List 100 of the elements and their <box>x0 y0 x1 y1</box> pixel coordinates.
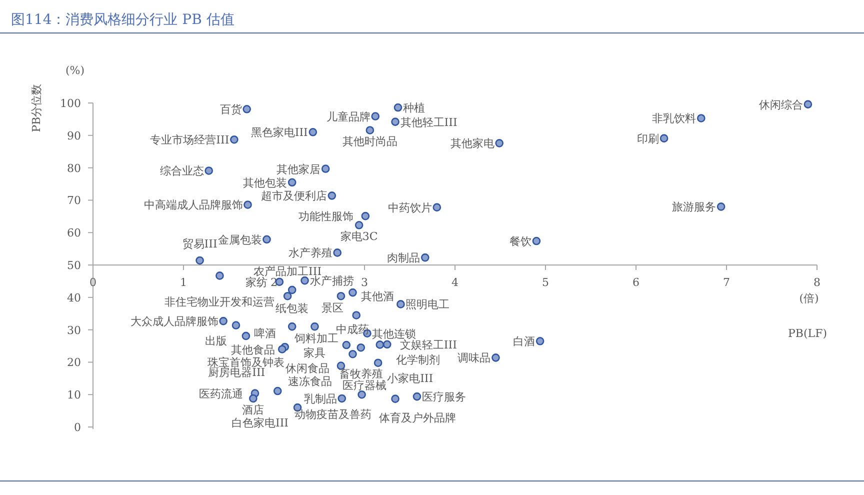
point <box>492 354 500 362</box>
point <box>278 345 286 354</box>
annotation: 动物疫苗及兽药 <box>294 408 372 422</box>
x-tick-label: 3 <box>361 276 368 289</box>
point <box>333 248 342 257</box>
x-tick-label: 7 <box>723 276 730 289</box>
annotation: 旅游服务 <box>672 200 716 214</box>
point <box>432 203 442 212</box>
annotation: 其他家居 <box>276 162 321 176</box>
point <box>338 394 346 403</box>
point <box>232 321 240 330</box>
y-tick-label: 90 <box>67 129 81 142</box>
annotation: 餐饮 <box>509 235 532 248</box>
x-tick-label: 0 <box>90 276 96 289</box>
y-tick-label: 60 <box>67 226 81 240</box>
point <box>244 200 252 209</box>
point <box>321 164 330 173</box>
point <box>262 235 271 244</box>
annotation: 其他包装 <box>243 176 288 190</box>
annotation: 畜牧养殖 <box>338 368 383 381</box>
y-tick-label: 50 <box>67 259 81 272</box>
annotation: 超市及便利店 <box>260 190 327 203</box>
point <box>288 178 296 187</box>
annotation: 金属包装 <box>218 233 262 246</box>
point <box>288 322 296 331</box>
x-tick-label: 6 <box>632 276 640 289</box>
annotation: 种植 <box>402 102 425 115</box>
annotation: 非住宅物业开发和运营 <box>164 296 275 309</box>
point <box>660 134 668 142</box>
annotation: (倍) <box>799 292 819 305</box>
annotation: 休闲食品 <box>285 362 330 376</box>
point <box>352 311 361 320</box>
point <box>396 300 405 308</box>
y-tick-label: 80 <box>67 162 81 175</box>
annotation: 纸包装 <box>276 302 309 315</box>
y-tick-label: 30 <box>67 324 81 337</box>
annotation: 饲料加工 <box>293 332 338 346</box>
annotation: 水产养殖 <box>288 246 332 260</box>
annotation: 黑色家电III <box>250 126 308 140</box>
point <box>273 386 282 396</box>
annotation: 医疗器械 <box>342 378 386 392</box>
annotation: 其他酒 <box>360 290 394 304</box>
annotation: 照明电工 <box>406 298 450 312</box>
annotation: 出版 <box>204 334 227 348</box>
annotation: 其他食品 <box>231 344 276 357</box>
annotation: 专业市场经营III <box>150 134 230 147</box>
annotation: 医疗服务 <box>422 390 466 404</box>
point <box>356 343 366 352</box>
annotation: 酒店 <box>242 403 264 416</box>
point <box>230 135 238 144</box>
point <box>697 114 706 122</box>
annotation: 功能性服饰 <box>298 210 354 224</box>
annotation: 贸易III <box>182 237 218 250</box>
x-tick-label: 2 <box>270 276 278 289</box>
annotation: 速冻食品 <box>288 374 332 388</box>
annotation: 乳制品 <box>304 392 337 406</box>
annotation: 小家电III <box>387 372 434 385</box>
annotation: 其他时尚品 <box>342 135 398 148</box>
annotation: 家具 <box>304 346 326 360</box>
point <box>532 236 541 246</box>
point <box>219 316 228 326</box>
point <box>216 272 224 280</box>
y-tick-label: 10 <box>67 388 81 402</box>
point <box>376 340 384 349</box>
point <box>336 292 346 300</box>
point <box>342 340 351 350</box>
annotation: 休闲综合 <box>758 98 803 112</box>
annotation: 百货 <box>220 103 242 116</box>
point <box>283 292 292 300</box>
point <box>412 392 422 401</box>
point <box>391 394 400 403</box>
point <box>804 100 812 108</box>
point <box>328 192 336 200</box>
annotation: 文娱轻工III <box>400 338 457 352</box>
annotation: 中成药 <box>336 323 370 336</box>
point <box>242 332 250 340</box>
annotation: 调味品 <box>458 352 491 365</box>
annotation: 医药流通 <box>198 387 243 400</box>
point <box>361 212 370 220</box>
y-tick-label: 100 <box>60 97 81 110</box>
y-tick-label: 40 <box>67 291 81 304</box>
annotation: 肉制品 <box>387 252 420 265</box>
y-tick-label: 20 <box>67 356 81 370</box>
point <box>358 390 366 399</box>
point <box>310 322 319 331</box>
annotation: 啤酒 <box>254 326 276 340</box>
y-tick-label: 70 <box>67 194 81 208</box>
x-tick-label: 5 <box>542 276 549 289</box>
y-tick-label: 0 <box>74 421 81 434</box>
annotation: 其他轻工III <box>400 116 458 129</box>
point <box>394 103 402 112</box>
annotation: 白酒 <box>513 335 536 348</box>
point <box>348 288 357 297</box>
point <box>354 221 364 230</box>
annotation: 非乳饮料 <box>652 112 696 126</box>
x-tick-label: 4 <box>452 276 458 289</box>
point <box>308 128 318 136</box>
x-tick-label: 1 <box>180 276 187 289</box>
point <box>348 350 357 358</box>
point <box>366 126 374 134</box>
